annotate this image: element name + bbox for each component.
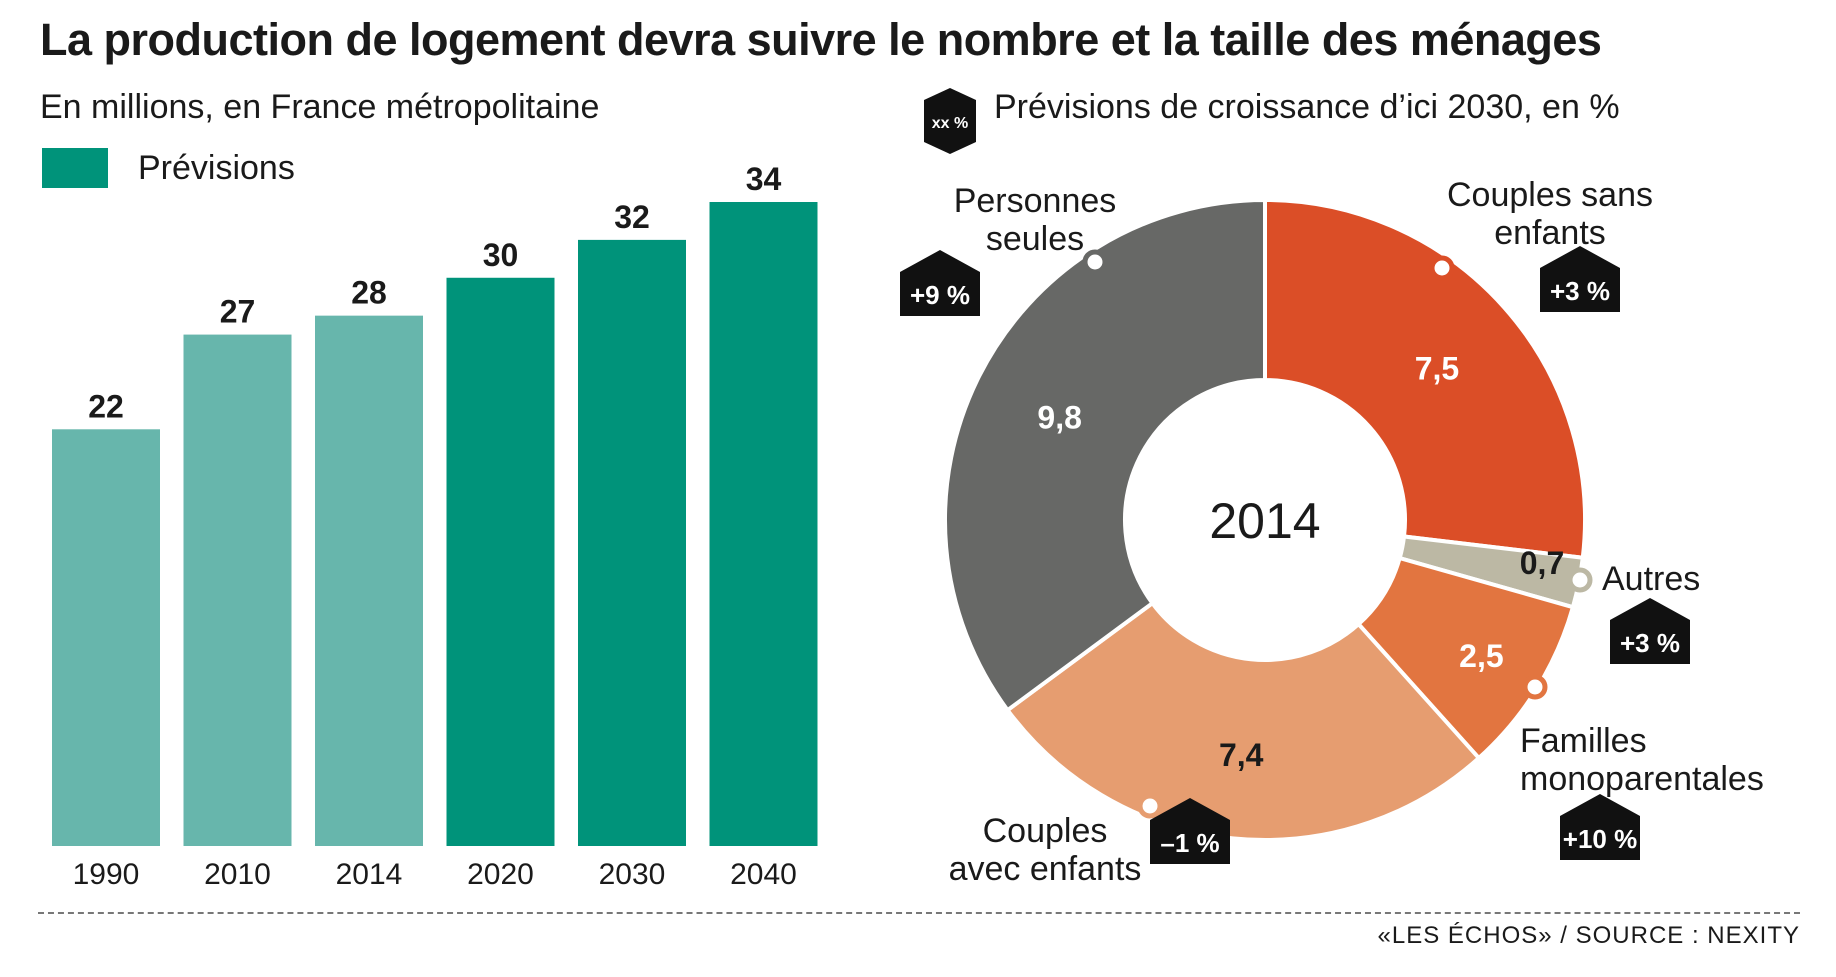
slice-category-label: Couples avec enfants [949, 812, 1142, 888]
donut-center-label: 2014 [1209, 493, 1320, 549]
bar-2040 [709, 202, 818, 846]
growth-badge-value: –1 % [1160, 828, 1219, 858]
growth-badge-autres [1610, 598, 1690, 664]
bar-value-label: 22 [88, 388, 124, 424]
x-tick-label: 2010 [204, 858, 271, 891]
slice-couples-sans-enfants [1263, 197, 1587, 560]
growth-badge-value: +10 % [1563, 824, 1637, 854]
bar-chart-subtitle: En millions, en France métropolitaine [40, 88, 600, 126]
slice-category-label: Personnes seules [954, 182, 1117, 258]
growth-badge-couples-sans-enfants [1540, 246, 1620, 312]
slice-category-label: Autres [1602, 560, 1700, 598]
slice-marker-dot [1429, 255, 1455, 281]
growth-badge-familles-monoparentales [1560, 794, 1640, 860]
growth-badge-value: +9 % [910, 280, 970, 310]
x-tick-label: 2040 [730, 858, 797, 891]
growth-badge-icon: xx % [924, 88, 976, 154]
x-tick-label: 2030 [599, 858, 666, 891]
bar-1990 [52, 429, 160, 846]
slice-marker-dot [1567, 567, 1593, 593]
slice-familles-monoparentales [1355, 555, 1576, 761]
slice-value-label: 2,5 [1459, 638, 1503, 674]
slice-value-label: 0,7 [1520, 545, 1564, 581]
source-credit: «LES ÉCHOS» / SOURCE : NEXITY [1377, 922, 1800, 949]
slice-marker-dot [1137, 793, 1163, 819]
bar-value-label: 32 [614, 199, 650, 235]
bar-2020 [446, 277, 555, 846]
chart-title: La production de logement devra suivre l… [40, 14, 1602, 65]
footer-divider [38, 912, 1800, 914]
growth-legend: xx % Prévisions de croissance d’ici 2030… [918, 88, 1620, 154]
slice-category-label: Familles monoparentales [1520, 722, 1764, 798]
growth-badge-value: +3 % [1620, 628, 1680, 658]
legend-label-forecast: Prévisions [138, 148, 295, 187]
slice-value-label: 7,5 [1415, 350, 1459, 386]
slice-couples-avec-enfants [1004, 600, 1482, 842]
slice-value-label: 9,8 [1037, 399, 1081, 435]
growth-badge-value: +3 % [1550, 276, 1610, 306]
bar-2030 [578, 239, 686, 847]
growth-badge-personnes-seules [900, 250, 980, 316]
slice-marker-dot [1522, 674, 1548, 700]
bar-value-label: 30 [483, 237, 519, 273]
bar-2014 [315, 315, 423, 846]
x-tick-label: 2020 [467, 858, 534, 891]
bar-2010 [183, 334, 292, 846]
bar-value-label: 34 [746, 161, 782, 197]
growth-badge-couples-avec-enfants [1150, 798, 1230, 864]
slice-personnes-seules [943, 197, 1267, 713]
slice-marker-dot [1082, 249, 1108, 275]
x-tick-label: 2014 [336, 858, 403, 891]
slice-value-label: 7,4 [1219, 737, 1264, 773]
growth-legend-label: Prévisions de croissance d’ici 2030, en … [994, 88, 1620, 126]
x-tick-label: 1990 [73, 858, 140, 891]
growth-badge-text: xx % [932, 115, 968, 132]
bar-legend: Prévisions [42, 148, 295, 188]
slice-category-label: Couples sans enfants [1447, 176, 1653, 252]
bar-value-label: 27 [220, 294, 256, 330]
bar-value-label: 28 [351, 275, 387, 311]
legend-swatch-forecast [42, 148, 108, 188]
